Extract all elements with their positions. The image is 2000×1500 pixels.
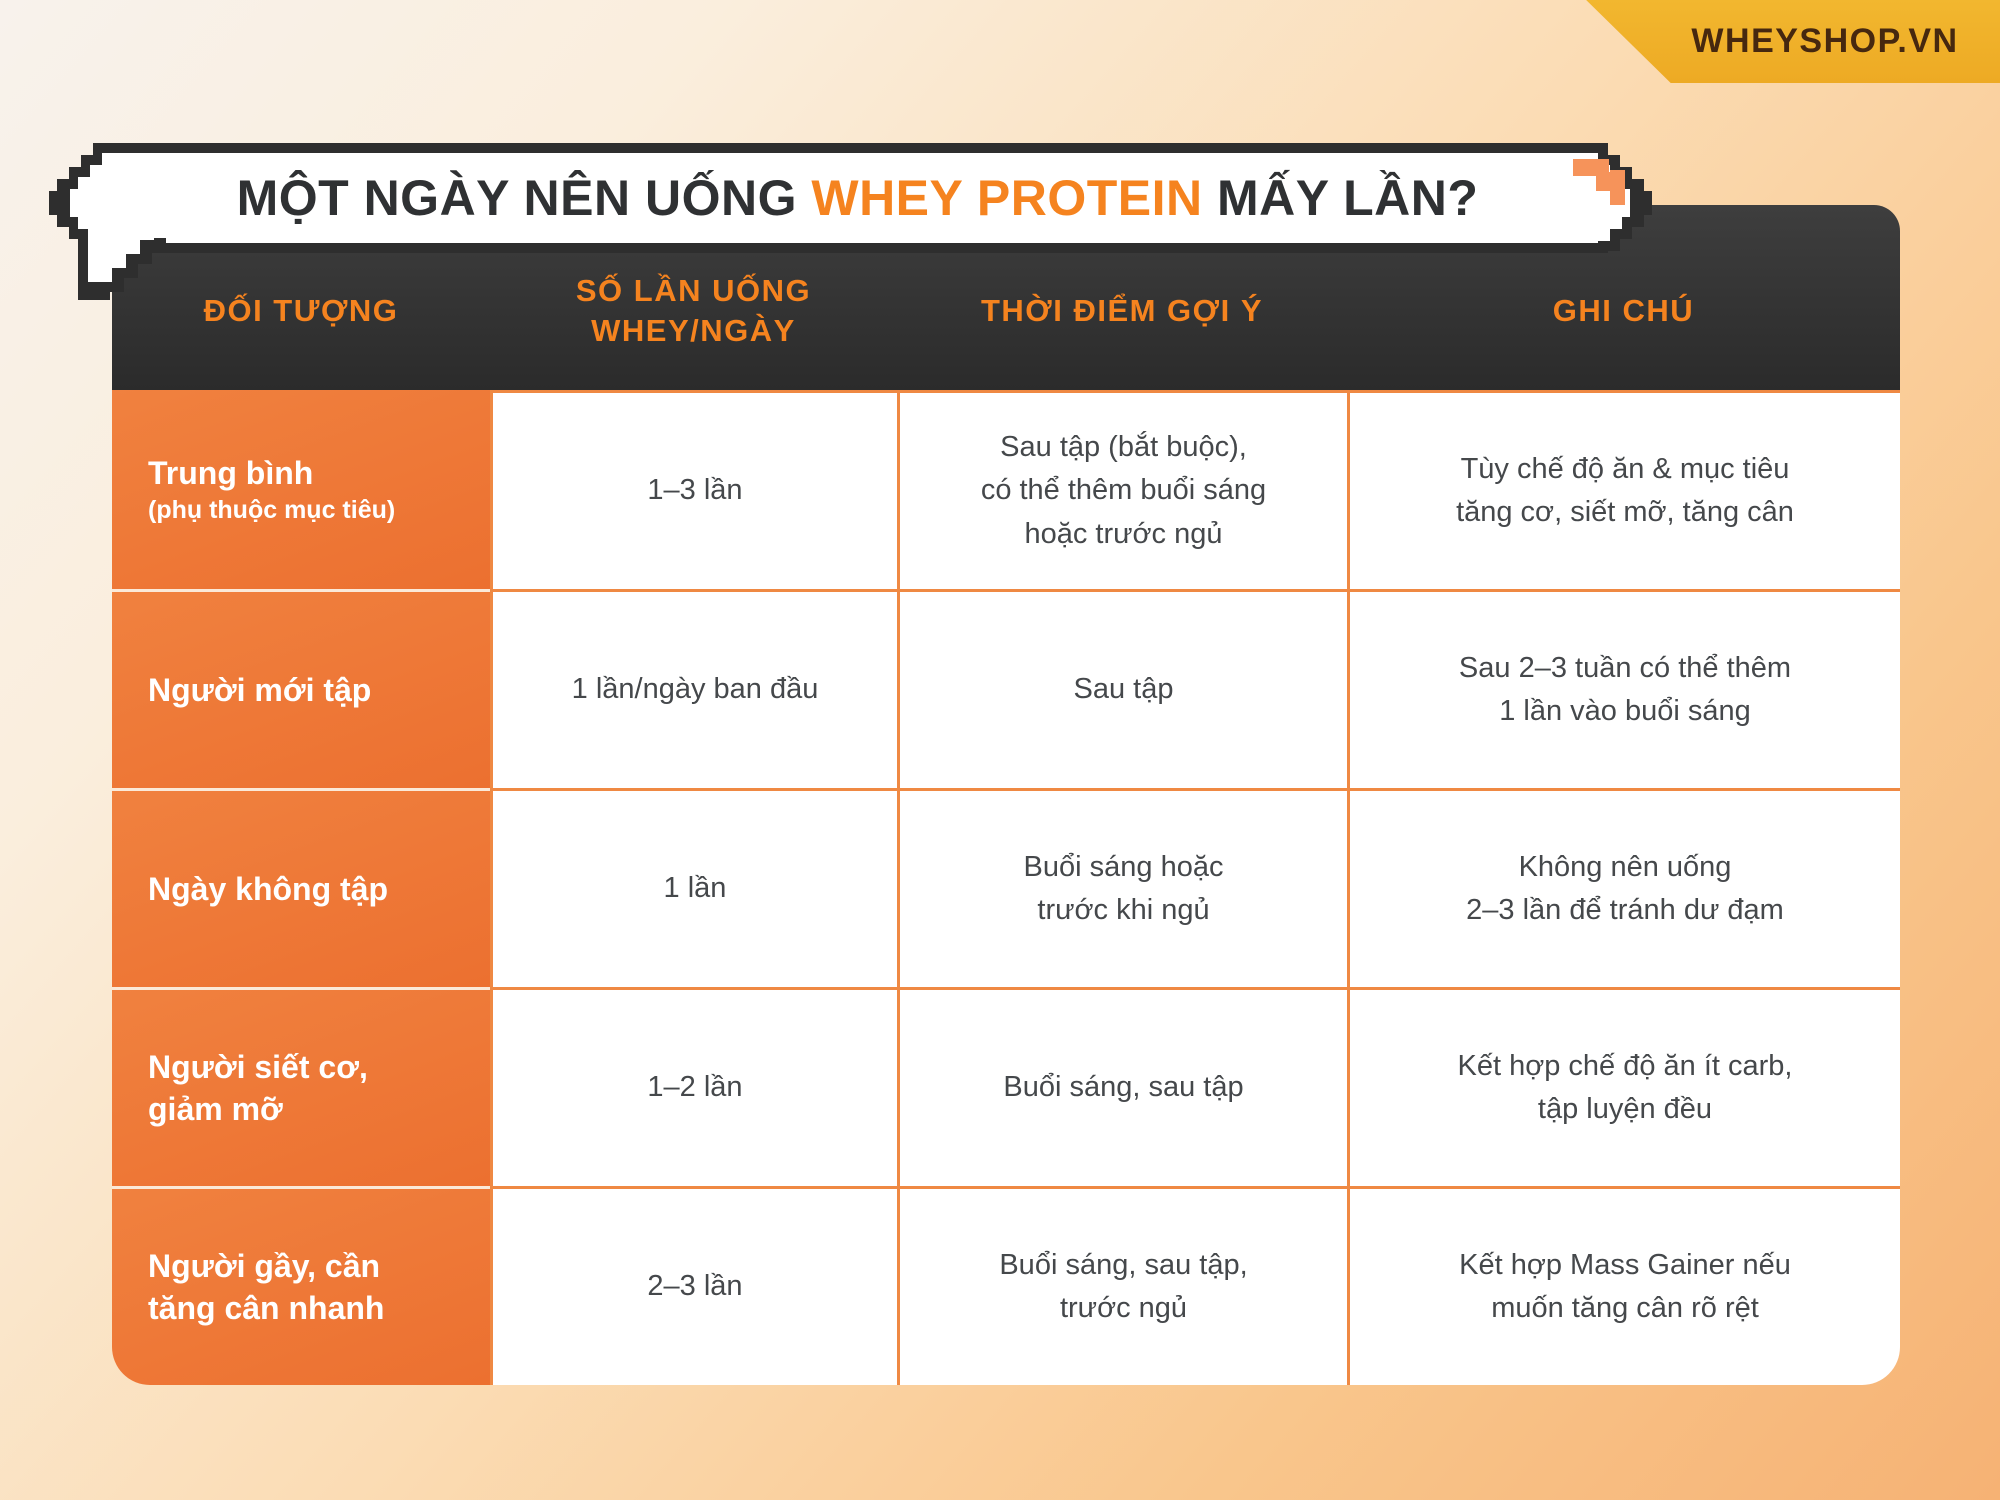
timing-cell: Buổi sáng hoặc trước khi ngủ bbox=[897, 788, 1347, 987]
subject-label: Ngày không tập bbox=[148, 870, 389, 907]
brand-badge: WHEYSHOP.VN bbox=[1586, 0, 2000, 83]
subject-cell: Người siết cơ, giảm mỡ bbox=[112, 987, 490, 1186]
subject-cell: Ngày không tập bbox=[112, 788, 490, 987]
note-cell: Kết hợp Mass Gainer nếu muốn tăng cân rõ… bbox=[1347, 1186, 1900, 1385]
times-cell: 1–2 lần bbox=[490, 987, 897, 1186]
times-cell: 1 lần bbox=[490, 788, 897, 987]
note-cell: Kết hợp chế độ ăn ít carb, tập luyện đều bbox=[1347, 987, 1900, 1186]
timing-cell: Buổi sáng, sau tập, trước ngủ bbox=[897, 1186, 1347, 1385]
times-cell: 2–3 lần bbox=[490, 1186, 897, 1385]
subject-sublabel: (phụ thuộc mục tiêu) bbox=[148, 496, 396, 525]
times-cell: 1–3 lần bbox=[490, 390, 897, 589]
brand-badge-label: WHEYSHOP.VN bbox=[1691, 22, 1959, 60]
speech-bubble bbox=[49, 143, 1652, 300]
subject-cell: Người gầy, cần tăng cân nhanh bbox=[112, 1186, 490, 1385]
subject-label: Người siết cơ, giảm mỡ bbox=[148, 1048, 368, 1127]
speech-bubble-fill bbox=[70, 153, 1630, 243]
subject-cell: Người mới tập bbox=[112, 589, 490, 788]
table-row: Người siết cơ, giảm mỡ 1–2 lần Buổi sáng… bbox=[112, 987, 1900, 1186]
note-cell: Sau 2–3 tuần có thể thêm 1 lần vào buổi … bbox=[1347, 589, 1900, 788]
column-header-suggested-timing: THỜI ĐIỂM GỢI Ý bbox=[980, 292, 1264, 328]
pixel-arrow-icon bbox=[1573, 159, 1625, 205]
subject-label: Trung bình bbox=[148, 455, 314, 492]
subject-label: Người gầy, cần tăng cân nhanh bbox=[148, 1247, 385, 1326]
subject-cell: Trung bình (phụ thuộc mục tiêu) bbox=[112, 390, 490, 589]
page-title: MỘT NGÀY NÊN UỐNG WHEY PROTEIN MẤY LẦN? bbox=[60, 143, 1655, 253]
times-cell: 1 lần/ngày ban đầu bbox=[490, 589, 897, 788]
column-header-notes: GHI CHÚ bbox=[1552, 292, 1695, 328]
timing-cell: Sau tập (bắt buộc), có thể thêm buổi sán… bbox=[897, 390, 1347, 589]
subject-label: Người mới tập bbox=[148, 671, 372, 708]
table-row: Trung bình (phụ thuộc mục tiêu) 1–3 lần … bbox=[112, 390, 1900, 589]
column-header-subject: ĐỐI TƯỢNG bbox=[203, 292, 399, 328]
timing-cell: Sau tập bbox=[897, 589, 1347, 788]
title-suffix: MẤY LẦN? bbox=[1202, 170, 1479, 226]
speech-bubble-tail-fill bbox=[88, 228, 154, 282]
column-header-times-per-day: SỐ LẦN UỐNG WHEY/NGÀY bbox=[575, 272, 812, 348]
note-cell: Tùy chế độ ăn & mục tiêu tăng cơ, siết m… bbox=[1347, 390, 1900, 589]
note-cell: Không nên uống 2–3 lần để tránh dư đạm bbox=[1347, 788, 1900, 987]
title-highlight: WHEY PROTEIN bbox=[811, 170, 1203, 226]
table-row: Ngày không tập 1 lần Buổi sáng hoặc trướ… bbox=[112, 788, 1900, 987]
table-row: Người gầy, cần tăng cân nhanh 2–3 lần Bu… bbox=[112, 1186, 1900, 1385]
timing-cell: Buổi sáng, sau tập bbox=[897, 987, 1347, 1186]
title-prefix: MỘT NGÀY NÊN UỐNG bbox=[236, 170, 812, 226]
table-row: Người mới tập 1 lần/ngày ban đầu Sau tập… bbox=[112, 589, 1900, 788]
